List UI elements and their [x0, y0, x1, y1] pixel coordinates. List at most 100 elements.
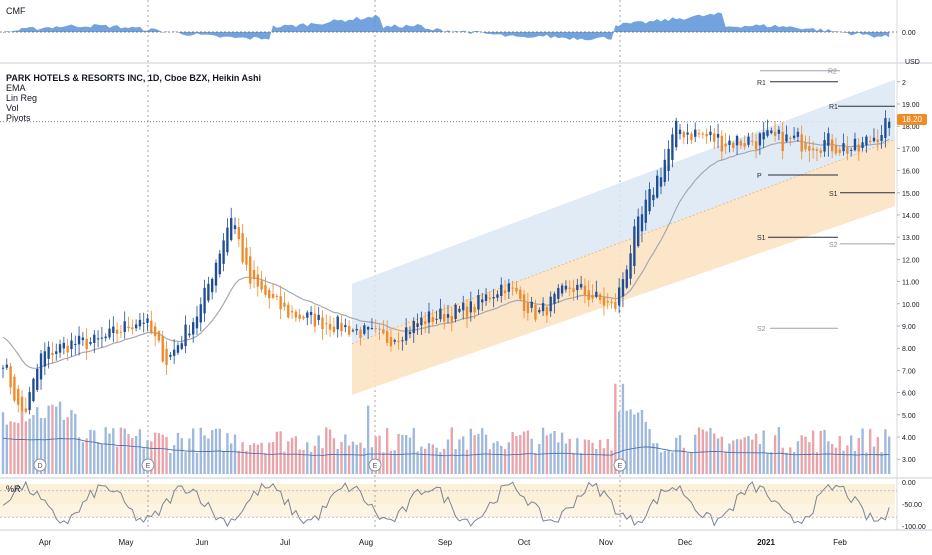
- candle-body: [697, 133, 701, 135]
- volume-bar: [675, 437, 678, 474]
- volume-bar: [716, 438, 720, 474]
- candle-body: [869, 140, 872, 142]
- volume-bar: [39, 418, 43, 474]
- volume-bar: [298, 449, 301, 474]
- volume-bar: [526, 430, 530, 474]
- candle-body: [332, 326, 336, 332]
- candle-body: [446, 314, 450, 318]
- candle-body: [70, 340, 73, 350]
- candle-body: [150, 320, 153, 333]
- candle-body: [28, 392, 31, 411]
- volume-bar: [424, 448, 427, 474]
- candle-body: [203, 287, 206, 314]
- indicator-ema[interactable]: EMA: [6, 83, 26, 93]
- r-axis-label: 0.00: [902, 480, 916, 487]
- candle-body: [222, 240, 225, 264]
- volume-bar: [853, 450, 857, 474]
- indicator-lin-reg[interactable]: Lin Reg: [6, 93, 38, 103]
- candle-body: [93, 334, 96, 343]
- candle-body: [344, 325, 347, 328]
- indicator-vol[interactable]: Vol: [6, 103, 19, 113]
- volume-bar: [686, 452, 689, 474]
- candle-body: [195, 316, 199, 329]
- volume-bar: [796, 441, 800, 474]
- candle-body: [424, 321, 427, 324]
- candle-body: [283, 302, 286, 307]
- volume-bar: [199, 427, 202, 474]
- candle-body: [819, 150, 822, 153]
- volume-bar: [279, 431, 282, 474]
- candle-body: [773, 131, 777, 136]
- volume-bar: [617, 411, 621, 474]
- volume-bar: [150, 441, 153, 474]
- r-oversold-band: [0, 504, 895, 518]
- candle-body: [268, 289, 271, 299]
- volume-bar: [306, 442, 309, 474]
- lin-reg-center-line: [351, 139, 896, 345]
- candle-body: [458, 308, 461, 312]
- volume-bar: [469, 428, 472, 474]
- volume-bar: [222, 451, 225, 474]
- candle-body: [492, 296, 495, 299]
- volume-bar: [625, 410, 628, 474]
- volume-bar: [309, 451, 313, 474]
- time-axis-label: Sep: [438, 538, 453, 547]
- candle-body: [477, 295, 480, 310]
- candle-body: [872, 137, 876, 142]
- price-axis-label: 7.00: [902, 368, 916, 375]
- volume-bar: [838, 436, 841, 474]
- candle-body: [313, 313, 317, 327]
- price-axis-label: 11.00: [902, 280, 919, 287]
- volume-bar: [397, 433, 400, 474]
- volume-bar: [534, 453, 537, 474]
- volume-bar: [24, 421, 27, 474]
- candle-body: [534, 304, 537, 320]
- candle-body: [564, 285, 568, 290]
- candle-body: [488, 297, 492, 300]
- volume-bar: [678, 435, 682, 474]
- candle-body: [621, 279, 625, 297]
- candle-body: [370, 327, 374, 329]
- candle-body: [834, 145, 838, 154]
- volume-bar: [500, 445, 503, 474]
- candle-body: [218, 253, 221, 275]
- candle-body: [172, 349, 176, 356]
- currency-label: USD: [905, 59, 920, 66]
- event-marker-label: E: [146, 463, 151, 470]
- candle-body: [39, 353, 43, 380]
- indicator-pivots[interactable]: Pivots: [6, 113, 31, 123]
- event-marker: [33, 458, 47, 472]
- volume-bar: [572, 452, 575, 474]
- pivot-label: R1: [829, 104, 838, 111]
- price-axis-label: 5.00: [902, 413, 916, 420]
- volume-bar: [648, 428, 651, 474]
- candle-body: [557, 288, 560, 299]
- candle-body: [108, 328, 111, 338]
- volume-bar: [104, 427, 107, 474]
- candle-body: [1, 367, 5, 369]
- volume-bar: [134, 435, 138, 474]
- candle-body: [188, 333, 191, 336]
- candle-body: [211, 278, 214, 293]
- candle-body: [659, 177, 663, 187]
- volume-bar: [724, 451, 727, 474]
- price-axis-label: 9.00: [902, 324, 916, 331]
- pivot-label: P: [757, 173, 762, 180]
- volume-bar: [709, 427, 712, 474]
- volume-bar: [515, 436, 518, 474]
- candle-body: [199, 304, 202, 323]
- candle-body: [842, 143, 845, 152]
- cmf-area: [3, 12, 890, 41]
- candle-body: [792, 135, 796, 139]
- ema-line: [2, 138, 890, 369]
- volume-bar: [629, 409, 632, 474]
- price-axis-label: 12.00: [902, 257, 920, 264]
- time-axis-label: Apr: [39, 538, 52, 547]
- candle-body: [633, 226, 636, 267]
- candle-body: [522, 294, 526, 311]
- volume-bar: [55, 406, 58, 474]
- volume-bar: [165, 436, 168, 474]
- candle-body: [420, 317, 423, 326]
